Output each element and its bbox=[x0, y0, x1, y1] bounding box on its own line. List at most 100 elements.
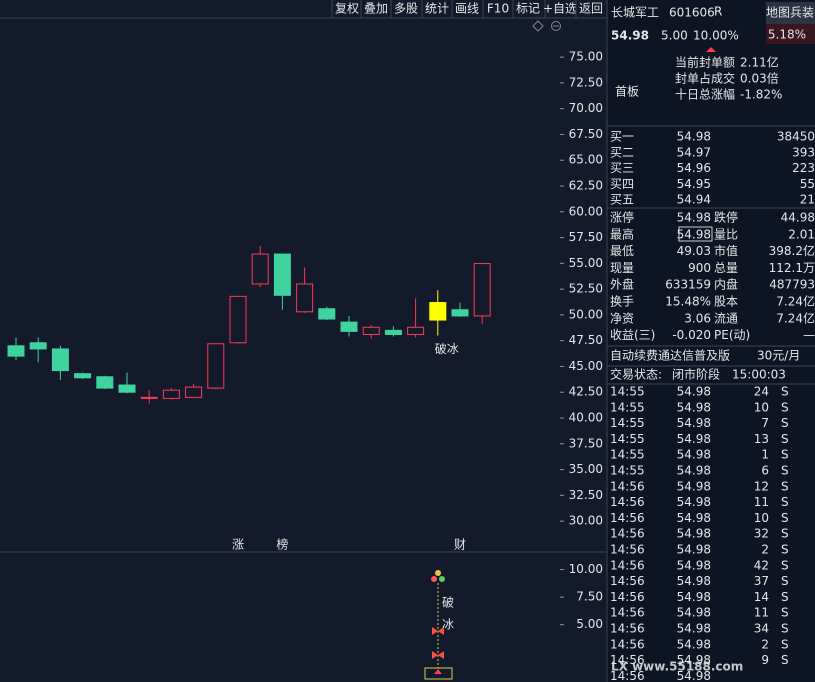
sector-pct-box bbox=[766, 24, 815, 44]
candle-body bbox=[74, 373, 92, 379]
trade-cell: 54.98 bbox=[677, 448, 711, 462]
stat-label: 量比 bbox=[714, 227, 738, 241]
stat-label: 总量 bbox=[714, 261, 738, 275]
trade-cell: S bbox=[781, 606, 789, 620]
y-tick-label: 35.00 bbox=[569, 462, 603, 476]
stock-name: 长城军工 bbox=[611, 6, 659, 20]
book-price: 54.95 bbox=[677, 177, 711, 191]
trade-cell: 14:56 bbox=[610, 653, 645, 667]
candle-body bbox=[273, 253, 291, 296]
trade-cell: S bbox=[781, 385, 789, 399]
trade-cell: S bbox=[781, 511, 789, 525]
y-tick-label: 55.00 bbox=[569, 256, 603, 270]
y-tick-label: 30.00 bbox=[569, 514, 603, 528]
y-tick-label: 47.50 bbox=[569, 333, 603, 347]
stat-value: 54.98 bbox=[677, 227, 711, 241]
stat-label: 流通 bbox=[714, 311, 738, 325]
candle-body bbox=[384, 329, 402, 335]
trade-cell: 14:56 bbox=[610, 495, 645, 509]
stat-value: 487793 bbox=[769, 278, 815, 292]
toolbar-button[interactable]: 多股 bbox=[394, 2, 418, 16]
y-tick-label: 72.50 bbox=[569, 75, 603, 89]
candle-body bbox=[185, 386, 203, 398]
toolbar-button[interactable]: 叠加 bbox=[364, 2, 388, 16]
info-value: 2.11亿 bbox=[740, 55, 779, 70]
trade-cell: S bbox=[781, 558, 789, 572]
trade-cell: S bbox=[781, 495, 789, 509]
candle-body bbox=[140, 396, 158, 399]
trade-cell: 12 bbox=[754, 479, 769, 493]
stat-label: 涨停 bbox=[610, 210, 634, 225]
book-label: 买三 bbox=[610, 161, 634, 175]
trade-cell: 54.98 bbox=[677, 495, 711, 509]
candle-body bbox=[96, 376, 114, 389]
butterfly bbox=[432, 627, 444, 635]
trade-cell: 37 bbox=[754, 574, 769, 588]
trade-cell: 54.98 bbox=[677, 669, 711, 682]
stat-value: 398.2亿 bbox=[769, 243, 815, 258]
toolbar-button[interactable]: 返回 bbox=[579, 2, 603, 16]
zoom-icon[interactable] bbox=[551, 21, 561, 31]
up-arrow bbox=[706, 47, 716, 52]
y-tick-label: 50.00 bbox=[569, 307, 603, 321]
stock-flag: R bbox=[714, 5, 722, 19]
toolbar-button[interactable]: +自选 bbox=[543, 2, 577, 16]
trade-cell: 54.98 bbox=[677, 511, 711, 525]
dot bbox=[431, 576, 437, 582]
stat-label: 最低 bbox=[610, 244, 634, 258]
trade-cell: 14:56 bbox=[610, 511, 645, 525]
signal-arrow bbox=[434, 669, 442, 674]
y-tick-label: 40.00 bbox=[569, 411, 603, 425]
trade-cell: S bbox=[781, 416, 789, 430]
candle-body bbox=[162, 389, 180, 399]
trade-cell: 14:56 bbox=[610, 606, 645, 620]
toolbar-button[interactable]: 复权 bbox=[335, 2, 359, 16]
trade-cell: S bbox=[781, 622, 789, 636]
trade-cell: 24 bbox=[754, 385, 769, 399]
trade-cell: 54.98 bbox=[677, 432, 711, 446]
event-marker: 涨 bbox=[232, 537, 244, 552]
trade-cell: 9 bbox=[761, 653, 769, 667]
candle-body bbox=[251, 253, 269, 285]
trade-cell: 1 bbox=[761, 448, 769, 462]
toolbar-button[interactable]: 统计 bbox=[425, 2, 449, 16]
toolbar-button[interactable]: 标记 bbox=[516, 2, 540, 16]
info-value: -1.82% bbox=[740, 88, 782, 102]
candle-body bbox=[51, 348, 69, 372]
event-marker: 榜 bbox=[276, 537, 288, 552]
stat-value: 2.01 bbox=[788, 227, 815, 241]
book-volume: 21 bbox=[800, 193, 815, 207]
trade-cell: S bbox=[781, 637, 789, 651]
candle-body bbox=[118, 384, 136, 393]
candle-body bbox=[473, 263, 491, 317]
stat-value: -0.020 bbox=[672, 328, 711, 342]
sector-name[interactable]: 地图兵装 bbox=[766, 6, 814, 20]
book-price: 54.98 bbox=[677, 130, 711, 144]
trade-cell: 54.98 bbox=[677, 637, 711, 651]
diamond-icon[interactable] bbox=[532, 20, 544, 32]
trade-cell: S bbox=[781, 543, 789, 557]
stat-value: 112.1万 bbox=[769, 261, 815, 275]
annotation: 破冰 bbox=[435, 341, 459, 356]
trade-cell: 54.98 bbox=[677, 400, 711, 414]
candle-body bbox=[7, 345, 25, 357]
y-tick-label: 52.50 bbox=[569, 282, 603, 296]
trade-cell: S bbox=[781, 432, 789, 446]
status-label: 交易状态: bbox=[610, 367, 662, 382]
sector-pct: 5.18% bbox=[768, 28, 806, 42]
toolbar-button[interactable]: F10 bbox=[487, 2, 509, 16]
trade-cell: 54.98 bbox=[677, 543, 711, 557]
stat-label: 净资 bbox=[610, 311, 634, 325]
toolbar-button[interactable]: 画线 bbox=[455, 2, 479, 16]
candle-body bbox=[318, 308, 336, 320]
y-tick-label: 45.00 bbox=[569, 359, 603, 373]
sector-box[interactable] bbox=[766, 2, 815, 24]
info-label: 十日总涨幅 bbox=[675, 87, 735, 102]
book-price: 54.96 bbox=[677, 161, 711, 175]
y-tick-label: 7.50 bbox=[576, 590, 603, 604]
trade-cell: 14:56 bbox=[610, 622, 645, 636]
stat-label: 收益(三) bbox=[610, 328, 655, 342]
y-tick-label: 37.50 bbox=[569, 436, 603, 450]
book-volume: 38450 bbox=[777, 130, 815, 144]
y-tick-label: 75.00 bbox=[569, 50, 603, 64]
